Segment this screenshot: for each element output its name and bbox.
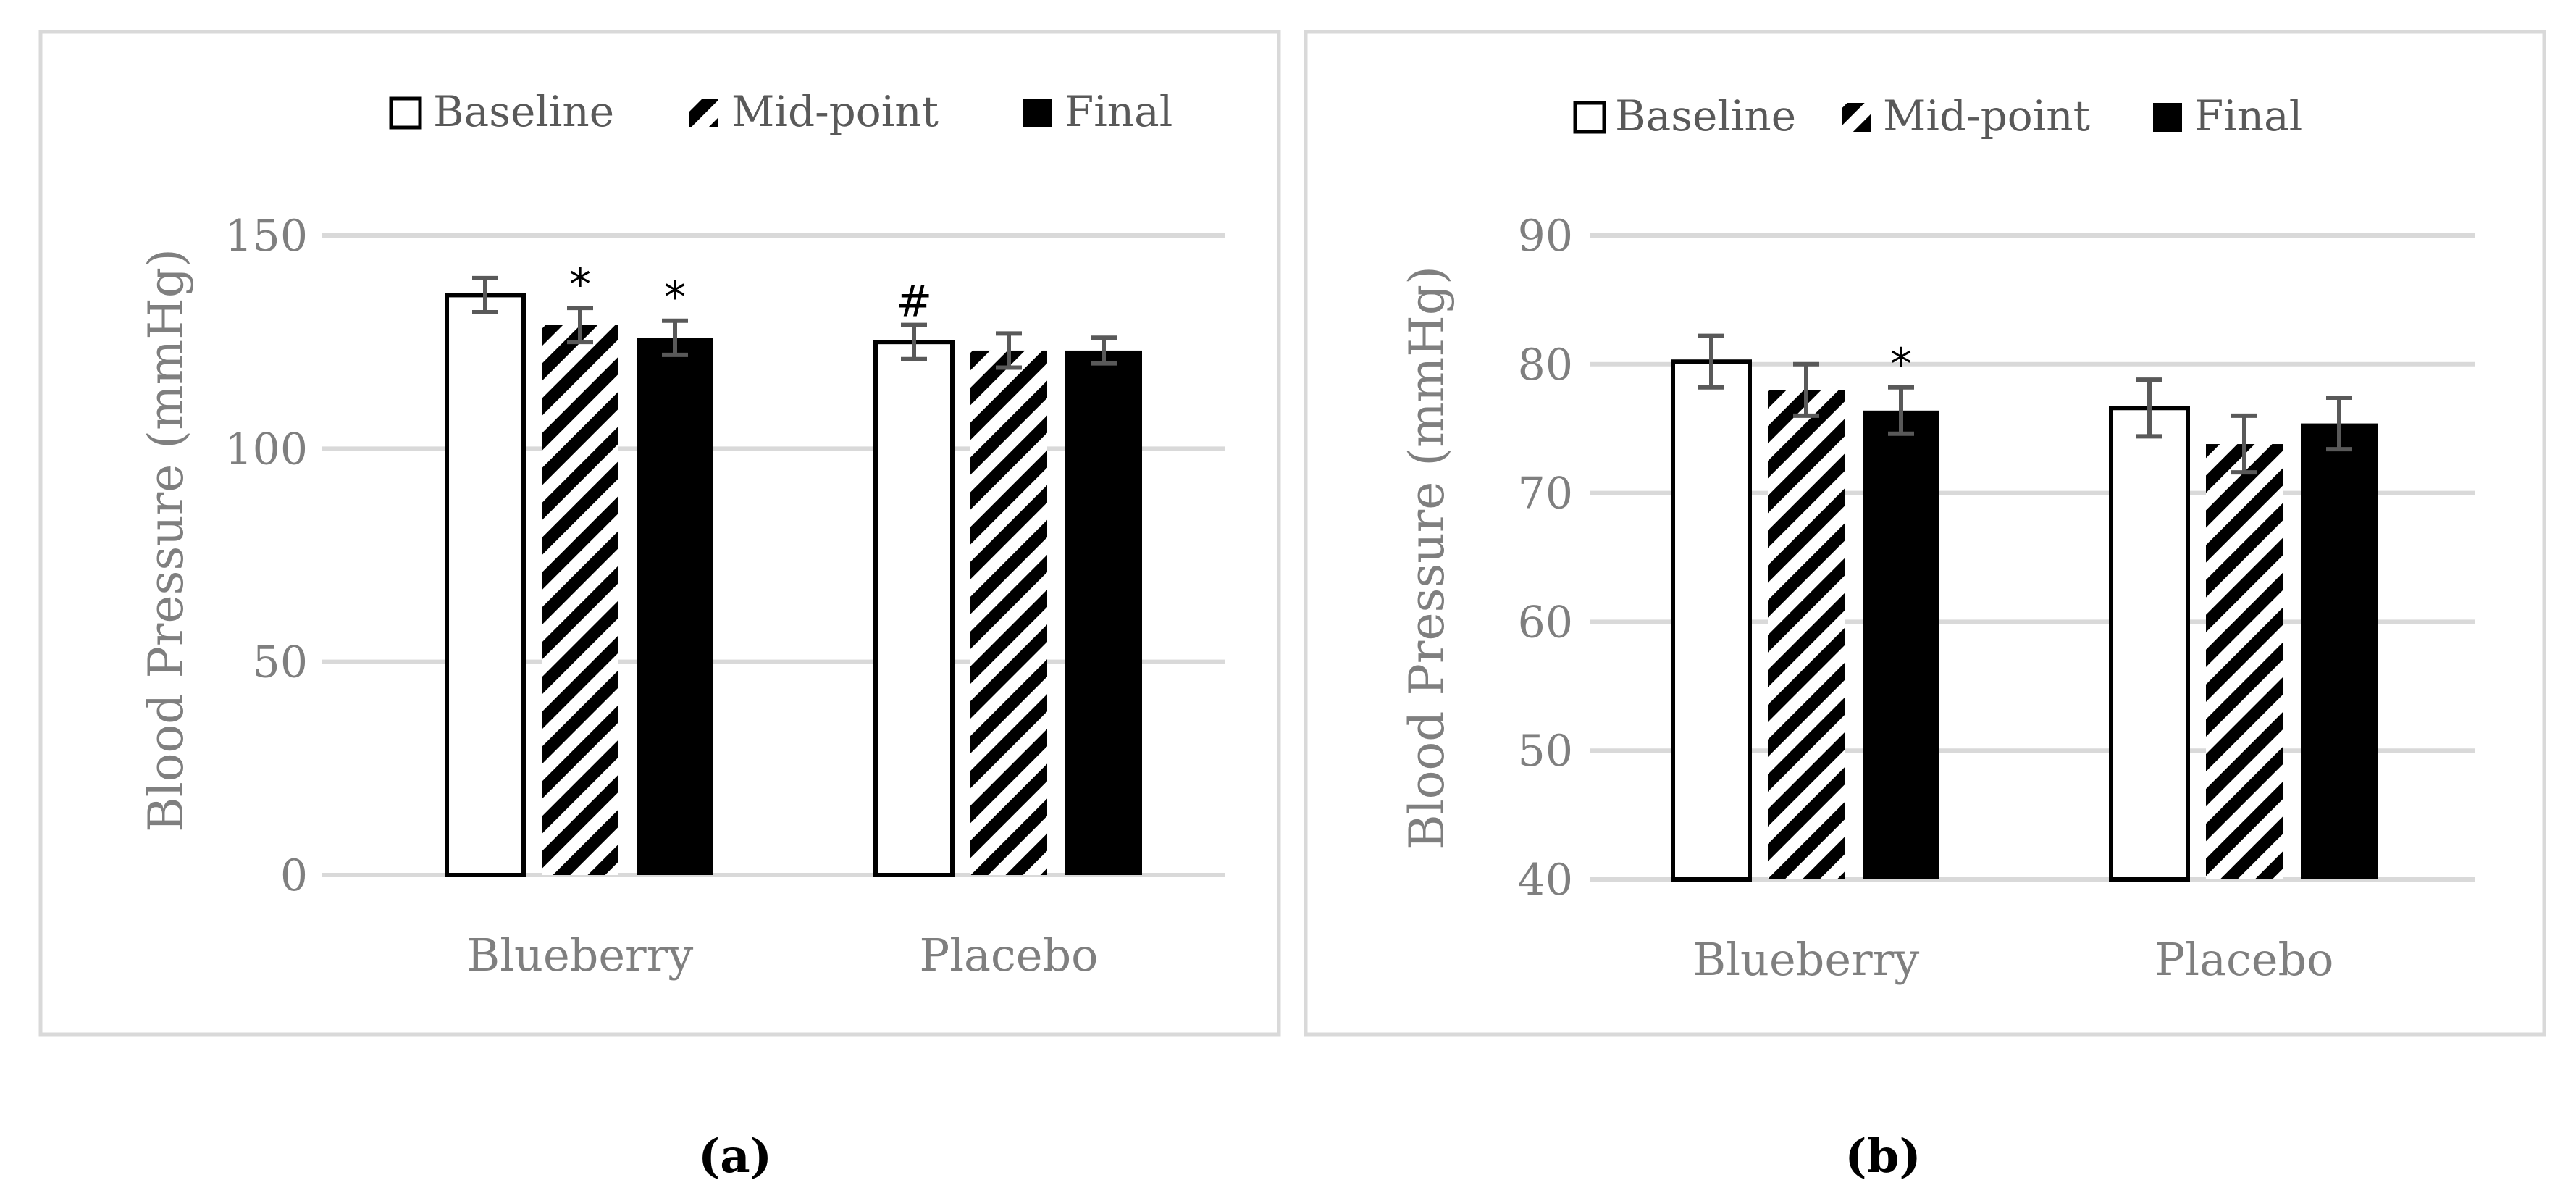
panel-a-y-tick-150: 150 (225, 211, 308, 261)
panel-b-y-tick-70: 70 (1518, 469, 1573, 519)
chart-panel-a: Baseline Mid-point Final Blood Pressure … (38, 30, 1281, 1037)
panel-a-y-tick-100: 100 (225, 424, 308, 474)
panel-a-plot-area: 0 50 100 150 * * Blueberry # Placebo (225, 211, 1225, 982)
panel-a-errorbar-placebo-midpoint (996, 331, 1022, 370)
panel-b-errorbar-placebo-midpoint (2231, 413, 2257, 475)
panel-a-y-tick-50: 50 (253, 637, 308, 688)
legend-swatch-midpoint (1842, 103, 1871, 132)
panel-a-bar-placebo-midpoint (970, 350, 1047, 875)
panel-b-y-tick-50: 50 (1518, 726, 1573, 777)
panel-b-y-axis-label: Blood Pressure (mmHg) (1399, 266, 1455, 850)
panel-b-category-placebo: Placebo (2155, 933, 2334, 986)
panel-b-plot-area: 40 50 60 70 80 90 * Blueberry Placebo (1518, 211, 2475, 986)
panel-b-legend: Baseline Mid-point Final (1573, 91, 2302, 141)
panel-a-bar-blueberry-midpoint (542, 325, 618, 875)
panel-a-category-placebo: Placebo (920, 929, 1099, 982)
panel-b-bar-blueberry-baseline (1671, 359, 1752, 882)
chart-panel-b: Baseline Mid-point Final Blood Pressure … (1304, 30, 2546, 1037)
panel-a-y-axis-label: Blood Pressure (mmHg) (138, 248, 194, 832)
panel-b-significance-blueberry-final: * (1890, 339, 1912, 390)
legend-label-midpoint: Mid-point (731, 87, 939, 136)
panel-a-errorbar-placebo-baseline (901, 322, 927, 361)
panel-b-bar-blueberry-final (1863, 410, 1939, 879)
panel-a-errorbar-placebo-final (1091, 335, 1117, 366)
panel-b-errorbar-placebo-final (2326, 396, 2352, 452)
panel-b-bar-blueberry-midpoint (1768, 390, 1845, 879)
panel-a-caption: (a) (698, 1129, 772, 1184)
panel-a-category-blueberry: Blueberry (467, 929, 694, 982)
panel-b-errorbar-blueberry-baseline (1698, 333, 1724, 390)
panel-a-errorbar-blueberry-baseline (472, 275, 498, 314)
panel-a-errorbar-blueberry-midpoint (567, 306, 593, 345)
panel-a-bar-blueberry-final (637, 338, 713, 875)
panel-a-legend: Baseline Mid-point Final (389, 87, 1172, 136)
panel-b-bar-placebo-midpoint (2206, 444, 2283, 879)
panel-b-errorbar-blueberry-final (1888, 385, 1914, 436)
panel-a-y-tick-0: 0 (280, 850, 308, 901)
legend-swatch-midpoint (689, 99, 718, 127)
panel-b-errorbar-blueberry-midpoint (1793, 361, 1819, 418)
panel-b-y-tick-40: 40 (1518, 855, 1573, 905)
panel-b-y-tick-80: 80 (1518, 340, 1573, 390)
panel-b-y-tick-90: 90 (1518, 211, 1573, 261)
panel-a-bar-placebo-final (1065, 350, 1142, 875)
panel-a-significance-blueberry-final: * (664, 272, 686, 323)
panel-a-significance-placebo-baseline: # (896, 277, 932, 327)
legend-swatch-baseline (389, 96, 422, 130)
panel-a-significance-blueberry-midpoint: * (569, 259, 591, 310)
panel-a-bar-blueberry-baseline (445, 293, 526, 877)
panel-b-bar-placebo-final (2301, 423, 2378, 879)
legend-label-baseline: Baseline (433, 87, 614, 136)
panel-b-y-tick-60: 60 (1518, 597, 1573, 648)
panel-a-errorbar-blueberry-final (662, 318, 688, 357)
panel-b-caption: (b) (1845, 1129, 1921, 1184)
panel-a-bar-placebo-baseline (873, 340, 955, 877)
legend-label-final: Final (1065, 87, 1172, 136)
legend-label-baseline: Baseline (1615, 91, 1796, 141)
panel-b-errorbar-placebo-baseline (2136, 377, 2162, 439)
legend-swatch-baseline (1573, 101, 1606, 134)
panel-b-bar-placebo-baseline (2109, 406, 2190, 882)
legend-swatch-final (2153, 103, 2182, 132)
legend-swatch-final (1023, 99, 1052, 127)
legend-label-midpoint: Mid-point (1883, 91, 2090, 141)
panel-b-category-blueberry: Blueberry (1693, 933, 1920, 986)
legend-label-final: Final (2194, 91, 2302, 141)
